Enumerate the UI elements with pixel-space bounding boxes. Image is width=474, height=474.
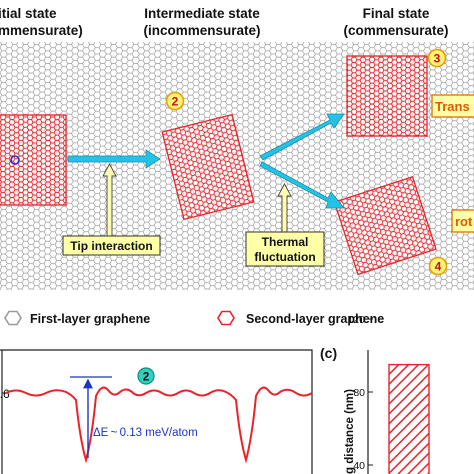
bar-panel-label: (c) — [320, 345, 337, 361]
flake-final-rotation — [333, 176, 437, 276]
tip-interaction-callout: Tip interaction — [62, 235, 161, 256]
flake-initial — [0, 114, 67, 206]
thermal-fluctuation-callout: Thermal fluctuation — [245, 231, 325, 267]
state-final-subtitle: (commensurate) — [343, 23, 448, 38]
translation-label: Trans — [435, 99, 470, 114]
tip-pointer — [102, 163, 117, 237]
translation-label-box: Trans — [431, 94, 474, 118]
tip-position-marker — [10, 155, 20, 165]
callout-pointers — [102, 163, 292, 237]
thermal-label-line1: Thermal — [262, 235, 309, 249]
arrow-initial-to-intermediate — [67, 149, 161, 169]
thermal-label-line2: fluctuation — [254, 250, 315, 264]
energy-curve — [5, 386, 313, 464]
energy-plot: 7.6 ΔE ~ 0.13 meV/atom 2 — [0, 349, 313, 474]
energy-barrier-label: ΔE ~ 0.13 meV/atom — [93, 427, 198, 439]
state-final-title: Final state — [363, 6, 430, 21]
state-initial-title: itial state — [0, 6, 57, 21]
legend-second-layer-icon — [217, 310, 235, 326]
flake-final-translation — [346, 55, 428, 137]
svg-text:3: 3 — [434, 52, 441, 66]
svg-text:2: 2 — [143, 370, 150, 384]
energy-y-tick: 7.6 — [0, 387, 10, 401]
tip-interaction-label: Tip interaction — [70, 239, 152, 253]
marker-3: 3 — [427, 48, 447, 68]
state-titles: itial state mmensurate) Intermediate sta… — [0, 6, 449, 38]
energy-plot-frame — [0, 349, 313, 474]
legend-second-layer-label: Second-layer graphene — [246, 312, 384, 326]
legend: First-layer graphene Second-layer graphe… — [4, 310, 384, 326]
rotation-label-box: rot — [451, 209, 474, 233]
bar-panel-ytick-label: 80 — [353, 387, 365, 399]
arrow-to-rotation — [259, 161, 345, 209]
sliding-distance-bar — [388, 363, 430, 474]
svg-text:2: 2 — [172, 95, 179, 109]
rotation-label: rot — [455, 214, 473, 229]
svg-text:4: 4 — [435, 260, 442, 274]
plot-marker-2: 2 — [137, 367, 155, 385]
bar-panel: (c) g distance (nm) 120 80 40 — [320, 314, 430, 474]
marker-4: 4 — [428, 256, 448, 276]
legend-first-layer-icon — [4, 310, 22, 326]
arrow-to-translation — [259, 113, 345, 161]
state-intermediate-title: Intermediate state — [144, 6, 260, 21]
flake-intermediate — [161, 113, 255, 221]
thermal-pointer — [277, 183, 292, 233]
bar-panel-ytick-label: 40 — [353, 460, 365, 472]
transition-arrows — [67, 113, 345, 209]
state-initial-subtitle: mmensurate) — [0, 23, 83, 38]
bar-panel-ylabel: g distance (nm) — [344, 389, 356, 474]
legend-first-layer-label: First-layer graphene — [30, 312, 150, 326]
state-intermediate-subtitle: (incommensurate) — [143, 23, 260, 38]
bar-panel-ytick-label: 120 — [347, 314, 365, 326]
marker-2: 2 — [165, 91, 185, 111]
